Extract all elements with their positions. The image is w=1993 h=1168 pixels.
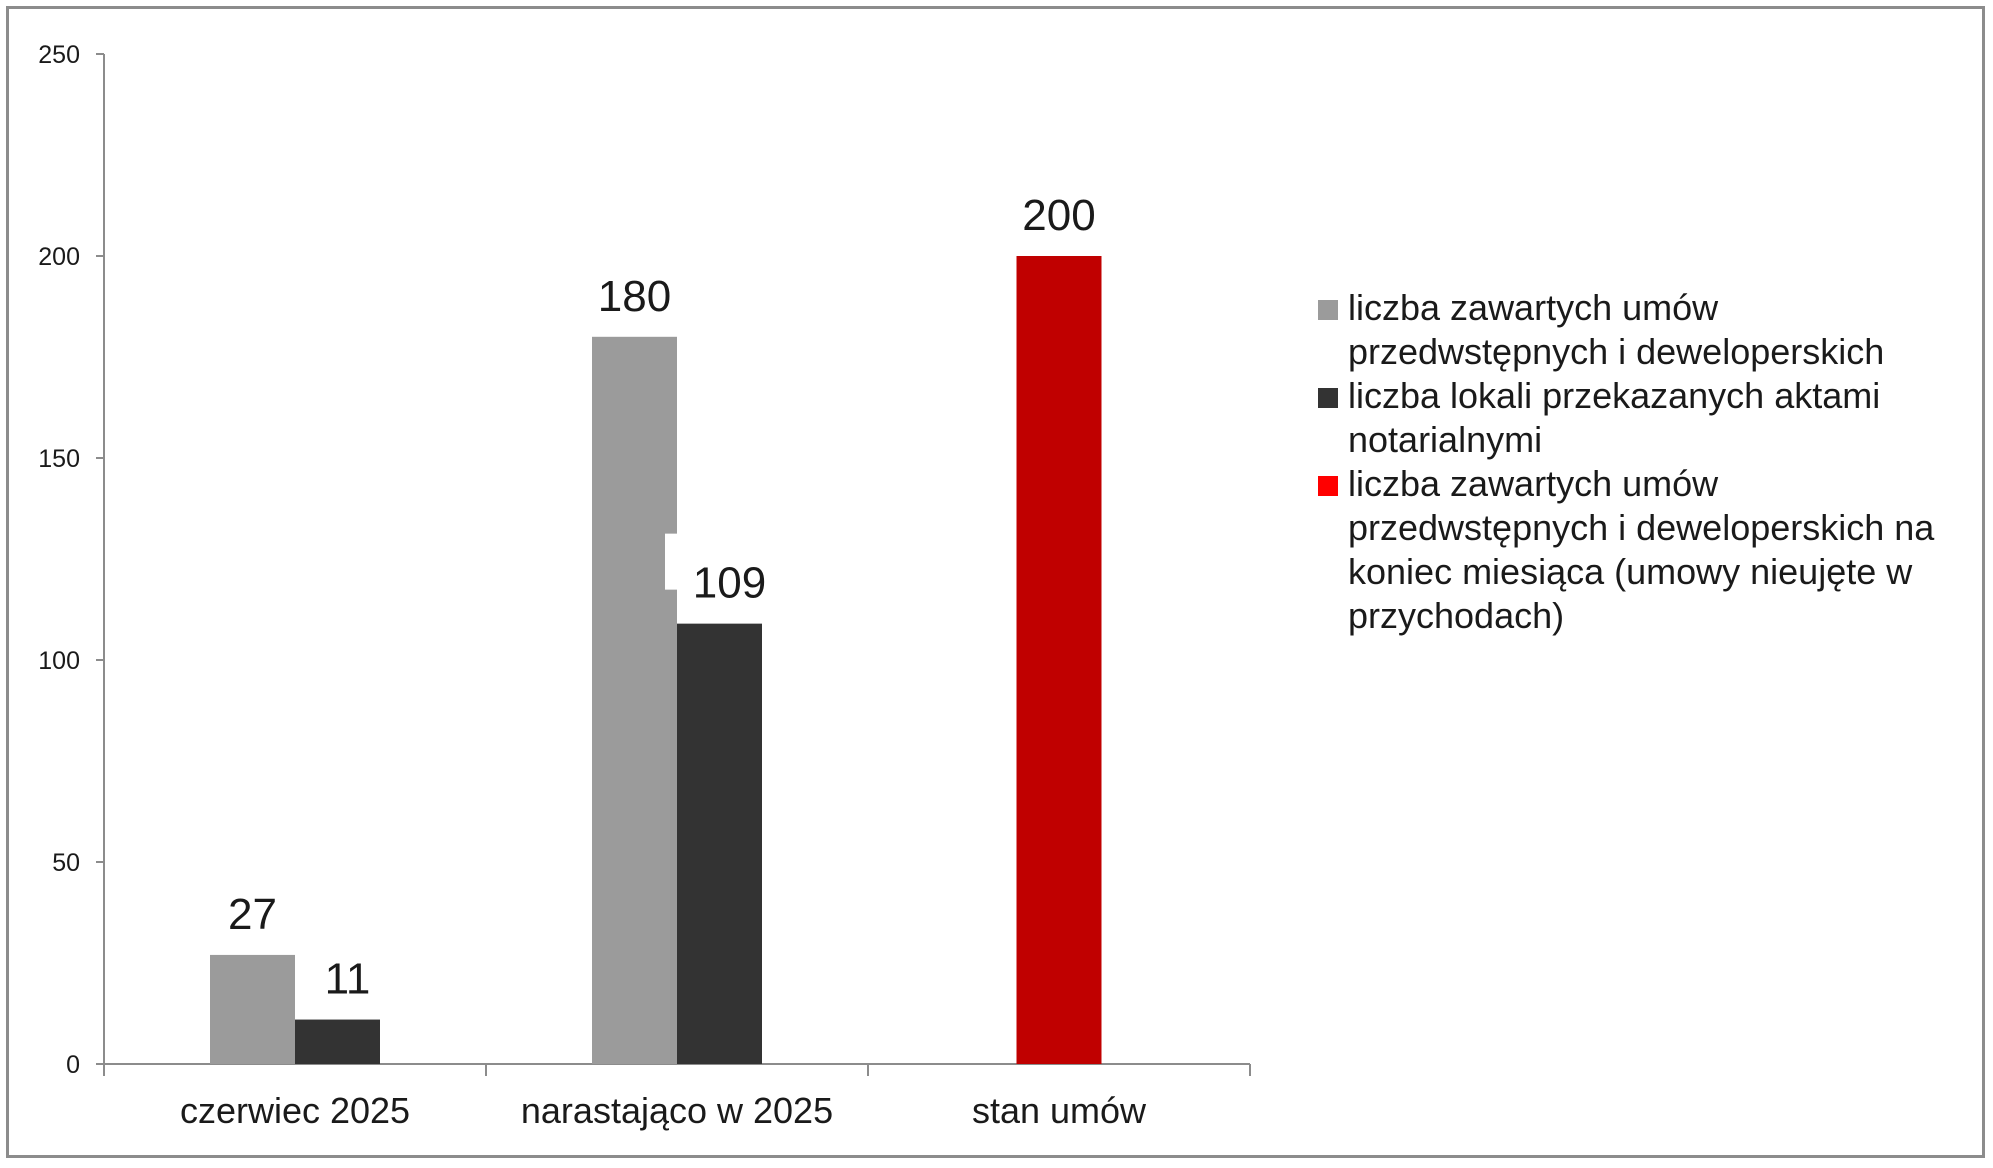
bar xyxy=(677,623,762,1064)
x-tick-label: stan umów xyxy=(972,1090,1147,1131)
y-tick-label: 200 xyxy=(38,243,80,271)
x-tick-label: czerwiec 2025 xyxy=(180,1090,410,1131)
legend-item-3: liczba zawartych umów przedwstępnych i d… xyxy=(1318,462,1958,638)
legend-item-2: liczba lokali przekazanych aktami notari… xyxy=(1318,374,1958,462)
data-label: 11 xyxy=(325,955,371,1004)
y-tick-label: 0 xyxy=(66,1051,80,1079)
y-tick-label: 250 xyxy=(38,41,80,69)
x-tick-label: narastająco w 2025 xyxy=(521,1090,833,1131)
chart-frame xyxy=(6,6,1985,1158)
legend-swatch-3 xyxy=(1318,476,1338,496)
bar xyxy=(210,954,295,1064)
bar xyxy=(1016,256,1102,1064)
legend-label-3: liczba zawartych umów przedwstępnych i d… xyxy=(1348,463,1935,636)
legend: liczba zawartych umów przedwstępnych i d… xyxy=(1318,286,1958,638)
bar xyxy=(592,336,677,1064)
data-label-background xyxy=(665,533,679,590)
data-label: 27 xyxy=(228,890,277,939)
y-tick-label: 100 xyxy=(38,647,80,675)
data-label: 180 xyxy=(598,272,671,321)
data-label: 200 xyxy=(1022,191,1095,240)
y-tick-label: 150 xyxy=(38,445,80,473)
legend-swatch-2 xyxy=(1318,388,1338,408)
y-tick-label: 50 xyxy=(52,849,80,877)
bar xyxy=(295,1019,380,1064)
legend-swatch-1 xyxy=(1318,300,1338,320)
legend-label-1: liczba zawartych umów przedwstępnych i d… xyxy=(1348,287,1885,372)
legend-label-2: liczba lokali przekazanych aktami notari… xyxy=(1348,375,1881,460)
legend-item-1: liczba zawartych umów przedwstępnych i d… xyxy=(1318,286,1958,374)
data-label: 109 xyxy=(693,559,766,608)
